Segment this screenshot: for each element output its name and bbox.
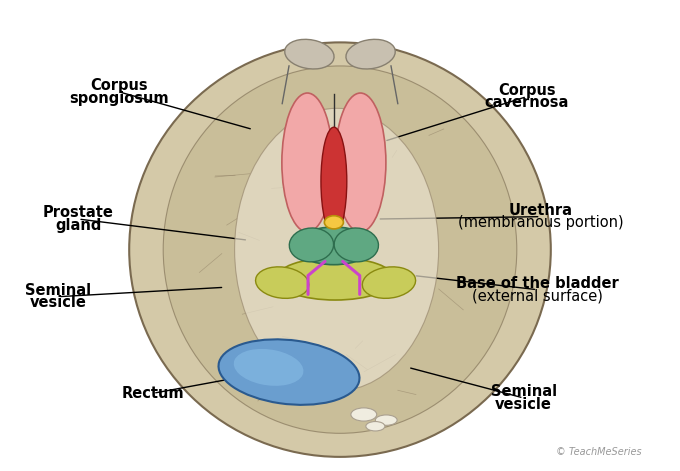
Text: (membranous portion): (membranous portion) [458, 215, 624, 230]
Ellipse shape [163, 66, 517, 433]
Ellipse shape [234, 349, 303, 386]
Ellipse shape [351, 408, 377, 421]
Ellipse shape [346, 40, 395, 69]
Ellipse shape [335, 93, 386, 232]
Ellipse shape [218, 339, 360, 405]
Ellipse shape [282, 93, 333, 232]
Ellipse shape [285, 40, 334, 69]
Text: gland: gland [55, 218, 101, 233]
Text: (external surface): (external surface) [472, 288, 602, 303]
Text: © TeachMeSeries: © TeachMeSeries [556, 447, 641, 457]
Ellipse shape [366, 422, 385, 431]
Text: Urethra: Urethra [509, 203, 573, 218]
Text: Base of the bladder: Base of the bladder [456, 276, 619, 291]
Ellipse shape [256, 267, 309, 298]
Ellipse shape [375, 415, 397, 425]
Ellipse shape [129, 42, 551, 457]
Ellipse shape [276, 258, 394, 300]
Ellipse shape [362, 267, 415, 298]
Text: Prostate: Prostate [43, 205, 114, 220]
Ellipse shape [334, 228, 379, 262]
Text: Rectum: Rectum [122, 386, 184, 401]
Text: vesicle: vesicle [495, 397, 552, 412]
Text: Seminal: Seminal [490, 384, 557, 399]
Ellipse shape [294, 227, 373, 265]
Text: cavernosa: cavernosa [485, 95, 569, 110]
Ellipse shape [321, 127, 347, 236]
Ellipse shape [289, 228, 334, 262]
Ellipse shape [324, 216, 343, 229]
Text: spongiosum: spongiosum [69, 90, 169, 106]
Text: Seminal: Seminal [24, 283, 91, 298]
Text: Corpus: Corpus [90, 78, 148, 93]
Ellipse shape [235, 108, 439, 391]
Text: vesicle: vesicle [29, 295, 86, 310]
Text: Corpus: Corpus [498, 83, 556, 98]
